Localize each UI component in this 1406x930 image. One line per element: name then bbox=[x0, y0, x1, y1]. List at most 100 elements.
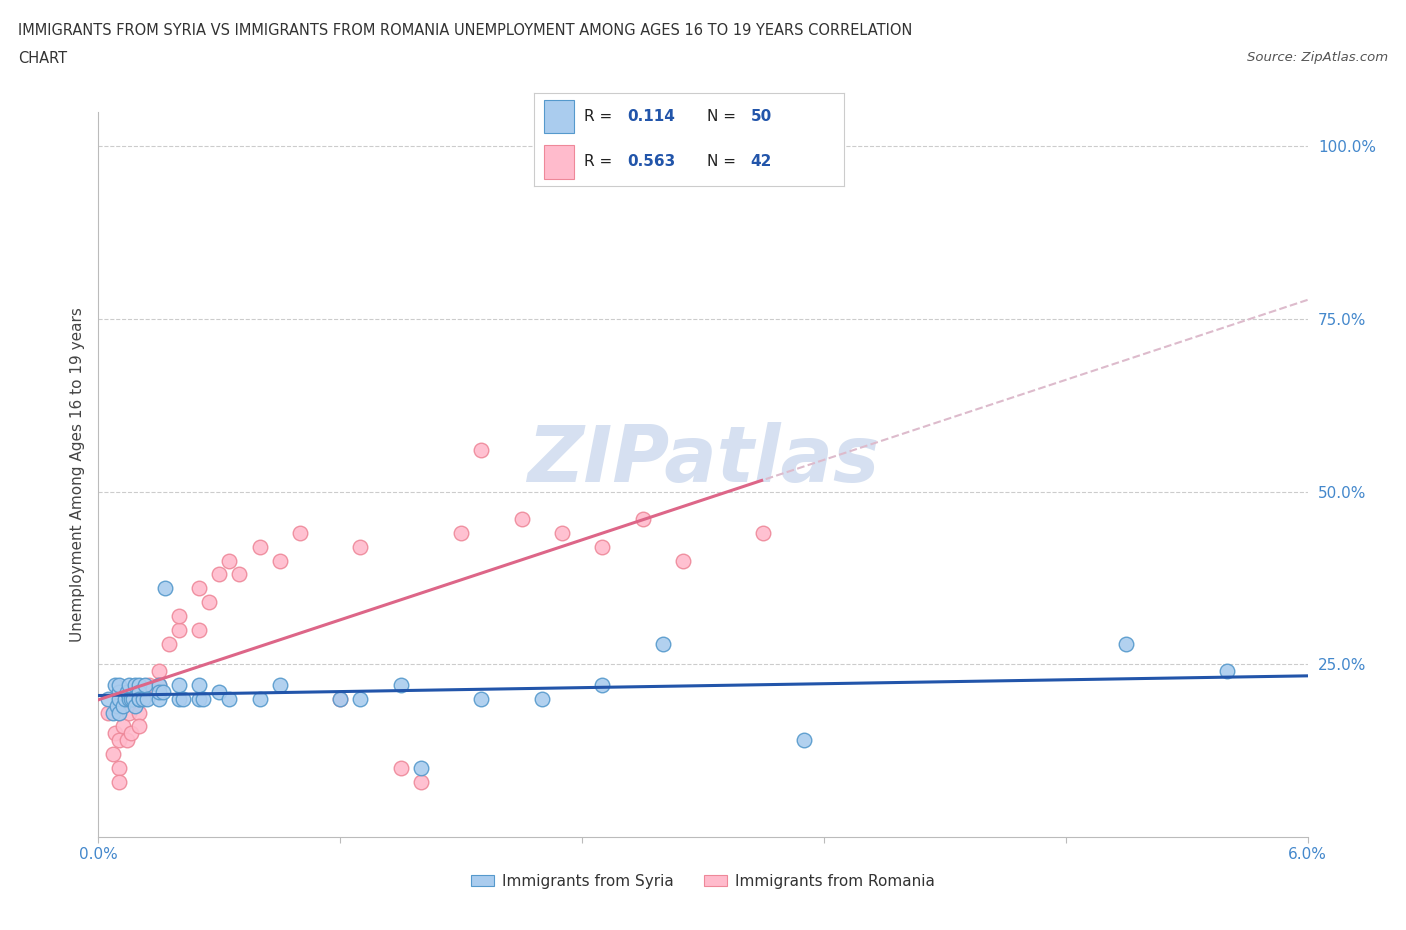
Point bbox=[157, 636, 180, 651]
Point bbox=[107, 684, 129, 699]
Point bbox=[152, 684, 174, 699]
Point bbox=[530, 691, 553, 706]
Point bbox=[128, 678, 150, 693]
Point bbox=[120, 726, 142, 741]
Point bbox=[128, 684, 150, 699]
Point bbox=[752, 525, 775, 540]
Bar bbox=[544, 145, 575, 179]
Point bbox=[329, 691, 352, 706]
Point bbox=[167, 678, 190, 693]
Point bbox=[97, 705, 120, 720]
Point bbox=[269, 553, 291, 568]
Point bbox=[218, 691, 240, 706]
Point bbox=[115, 684, 138, 699]
Point bbox=[389, 761, 412, 776]
Point bbox=[1115, 636, 1137, 651]
Point bbox=[631, 512, 654, 526]
Point bbox=[218, 553, 240, 568]
Text: 42: 42 bbox=[751, 154, 772, 169]
Point bbox=[470, 691, 492, 706]
Point bbox=[111, 719, 134, 734]
Point bbox=[97, 691, 120, 706]
Text: Source: ZipAtlas.com: Source: ZipAtlas.com bbox=[1247, 51, 1388, 64]
Point bbox=[198, 594, 221, 609]
Point bbox=[208, 567, 231, 582]
Point bbox=[107, 733, 129, 748]
Point bbox=[148, 664, 170, 679]
Point bbox=[349, 539, 371, 554]
Point bbox=[510, 512, 533, 526]
Point bbox=[188, 622, 211, 637]
Point bbox=[135, 691, 157, 706]
Point bbox=[672, 553, 695, 568]
Text: R =: R = bbox=[583, 109, 617, 124]
Point bbox=[551, 525, 574, 540]
Point bbox=[208, 684, 231, 699]
Point bbox=[107, 678, 129, 693]
Point bbox=[167, 622, 190, 637]
Point bbox=[148, 691, 170, 706]
Point bbox=[132, 691, 155, 706]
Point bbox=[107, 775, 129, 790]
Text: N =: N = bbox=[707, 109, 741, 124]
Point bbox=[107, 705, 129, 720]
Point bbox=[128, 691, 150, 706]
Text: 50: 50 bbox=[751, 109, 772, 124]
Point bbox=[118, 691, 141, 706]
Point bbox=[249, 691, 271, 706]
Point bbox=[103, 678, 125, 693]
Y-axis label: Unemployment Among Ages 16 to 19 years: Unemployment Among Ages 16 to 19 years bbox=[69, 307, 84, 642]
Point bbox=[148, 678, 170, 693]
Point bbox=[172, 691, 194, 706]
Point bbox=[103, 726, 125, 741]
Point bbox=[148, 678, 170, 693]
Text: 0.114: 0.114 bbox=[627, 109, 675, 124]
Point bbox=[591, 539, 613, 554]
Text: 0.563: 0.563 bbox=[627, 154, 675, 169]
Point bbox=[115, 733, 138, 748]
Point bbox=[101, 705, 124, 720]
Point bbox=[793, 733, 815, 748]
Point bbox=[188, 581, 211, 596]
Point bbox=[349, 691, 371, 706]
Point bbox=[288, 525, 311, 540]
Text: N =: N = bbox=[707, 154, 741, 169]
Point bbox=[269, 678, 291, 693]
Point bbox=[249, 539, 271, 554]
Point bbox=[121, 691, 143, 706]
Point bbox=[118, 678, 141, 693]
Point bbox=[148, 684, 170, 699]
Point bbox=[101, 747, 124, 762]
Text: ZIPatlas: ZIPatlas bbox=[527, 422, 879, 498]
Point bbox=[389, 678, 412, 693]
Point bbox=[128, 691, 150, 706]
Point bbox=[470, 443, 492, 458]
Point bbox=[114, 691, 136, 706]
Point bbox=[188, 691, 211, 706]
Point bbox=[193, 691, 215, 706]
Point bbox=[124, 698, 146, 713]
Point bbox=[107, 705, 129, 720]
Point bbox=[1216, 664, 1239, 679]
Point bbox=[111, 698, 134, 713]
Point bbox=[138, 678, 160, 693]
Point bbox=[134, 678, 156, 693]
Point bbox=[121, 691, 143, 706]
Point bbox=[120, 691, 142, 706]
Point bbox=[591, 678, 613, 693]
Point bbox=[450, 525, 472, 540]
Text: IMMIGRANTS FROM SYRIA VS IMMIGRANTS FROM ROMANIA UNEMPLOYMENT AMONG AGES 16 TO 1: IMMIGRANTS FROM SYRIA VS IMMIGRANTS FROM… bbox=[18, 23, 912, 38]
Point bbox=[167, 691, 190, 706]
Point bbox=[128, 705, 150, 720]
Point bbox=[118, 705, 141, 720]
Point bbox=[167, 608, 190, 623]
Point bbox=[124, 678, 146, 693]
Point bbox=[107, 691, 129, 706]
Point bbox=[188, 678, 211, 693]
Text: R =: R = bbox=[583, 154, 617, 169]
Point bbox=[409, 761, 432, 776]
Legend: Immigrants from Syria, Immigrants from Romania: Immigrants from Syria, Immigrants from R… bbox=[465, 868, 941, 895]
Text: CHART: CHART bbox=[18, 51, 67, 66]
Point bbox=[107, 761, 129, 776]
Point bbox=[105, 698, 128, 713]
